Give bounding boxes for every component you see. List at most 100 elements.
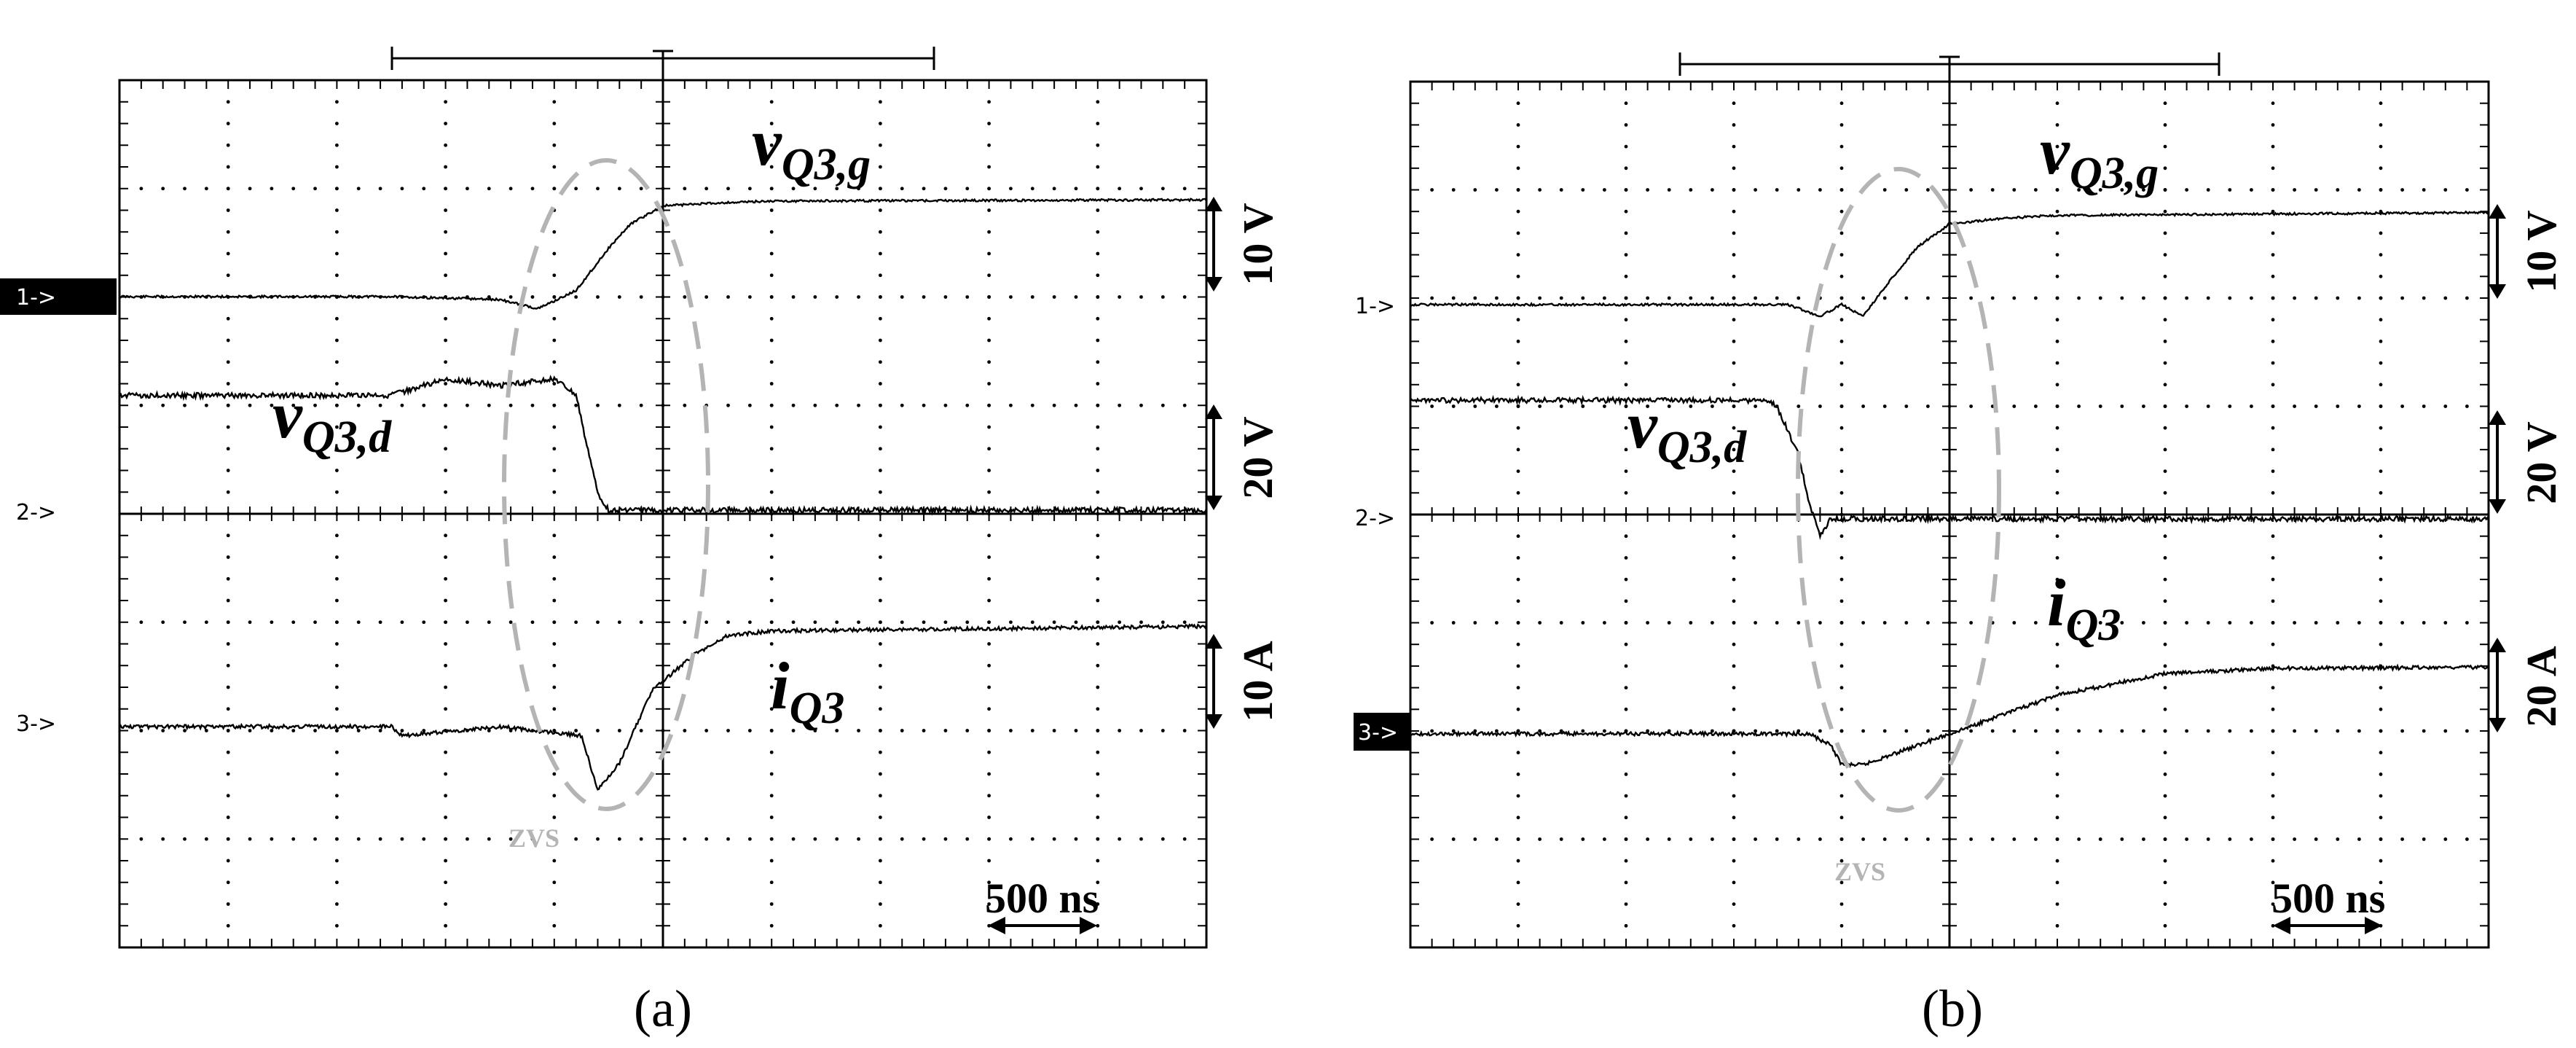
grid-dot <box>747 620 752 625</box>
grid-dot <box>1096 555 1100 559</box>
grid-dot <box>879 533 882 538</box>
grid-dot <box>552 122 557 125</box>
grid-dot <box>1732 859 1736 863</box>
grid-dot <box>183 187 186 191</box>
grid-dot <box>726 620 730 625</box>
grid-dot <box>922 729 926 732</box>
grid-dot <box>1495 404 1499 408</box>
grid-dot <box>1473 404 1477 408</box>
grid-dot <box>879 837 882 841</box>
grid-dot <box>1139 729 1143 732</box>
grid-dot <box>1516 274 1520 278</box>
grid-dot <box>1624 404 1628 408</box>
grid-dot <box>291 620 296 625</box>
grid-dot <box>1882 621 1887 625</box>
grid-dot <box>2185 404 2189 408</box>
grid-dot <box>2055 101 2059 106</box>
grid-dot <box>1139 295 1143 299</box>
grid-dot <box>226 316 230 321</box>
grid-dot <box>2055 707 2059 711</box>
grid-dot <box>2163 773 2167 776</box>
grid-dot <box>1969 188 1974 192</box>
grid-dot <box>769 620 774 625</box>
grid-dot <box>552 165 557 169</box>
grid-dot <box>1732 144 1736 149</box>
grid-dot <box>335 902 339 906</box>
grid-dot <box>1096 273 1100 278</box>
grid-dot <box>552 837 557 841</box>
grid-dot <box>226 859 230 863</box>
grid-dot <box>769 143 774 147</box>
grid-dot <box>335 707 339 711</box>
grid-dot <box>335 642 339 646</box>
grid-dot <box>400 187 404 191</box>
panel-a-zvs-label: ZVS <box>508 824 559 853</box>
grid-dot <box>2465 296 2469 300</box>
grid-dot <box>466 837 469 841</box>
grid-dot <box>574 403 578 407</box>
grid-dot <box>1624 556 1628 560</box>
grid-dot <box>879 729 882 732</box>
grid-dot <box>2271 426 2275 430</box>
grid-dot <box>2271 340 2275 343</box>
grid-dot <box>1839 577 1844 582</box>
grid-dot <box>183 620 186 625</box>
grid-dot <box>2034 621 2038 625</box>
grid-dot <box>922 620 926 625</box>
panel-b-marker-ch3: 3-> <box>1354 713 1410 751</box>
grid-dot <box>2077 296 2081 300</box>
grid-dot <box>226 555 230 559</box>
grid-dot <box>487 729 491 732</box>
grid-dot <box>226 750 230 754</box>
panel-a-scale-ch2: 20 V <box>1205 404 1281 510</box>
grid-dot <box>879 469 882 472</box>
grid-dot <box>444 230 447 234</box>
grid-dot <box>2379 794 2383 798</box>
grid-dot <box>2293 404 2297 408</box>
grid-dot <box>508 837 513 841</box>
grid-dot <box>1732 923 1736 928</box>
grid-dot <box>2120 621 2124 625</box>
grid-dot <box>466 620 469 625</box>
grid-dot <box>2034 837 2038 841</box>
grid-dot <box>2271 123 2275 127</box>
grid-dot <box>444 316 447 321</box>
grid-dot <box>1904 404 1909 408</box>
grid-dot <box>1118 187 1122 191</box>
grid-dot <box>987 403 991 407</box>
grid-dot <box>2293 188 2297 192</box>
grid-dot <box>2271 729 2275 733</box>
grid-dot <box>1516 773 1520 776</box>
grid-dot <box>2055 274 2059 278</box>
grid-dot <box>1096 642 1100 646</box>
grid-dot <box>835 620 839 625</box>
grid-dot <box>335 165 339 169</box>
grid-dot <box>204 403 208 407</box>
grid-dot <box>2400 729 2405 733</box>
grid-dot <box>2163 902 2167 906</box>
grid-dot <box>444 490 447 494</box>
grid-dot <box>530 620 535 625</box>
grid-dot <box>2055 664 2059 668</box>
grid-dot <box>1646 621 1650 625</box>
grid-dot <box>1030 620 1034 625</box>
grid-dot <box>574 620 578 625</box>
grid-dot <box>422 187 426 191</box>
grid-dot <box>769 642 774 646</box>
panel-a-gate-label: vQ3,g <box>752 105 871 189</box>
grid-dot <box>2034 404 2038 408</box>
grid-dot <box>791 837 796 841</box>
grid-dot <box>2163 101 2167 106</box>
grid-dot <box>2120 837 2124 841</box>
grid-dot <box>769 923 774 928</box>
grid-dot <box>1139 837 1143 841</box>
grid-dot <box>2055 556 2059 560</box>
grid-dot <box>1646 188 1650 192</box>
grid-dot <box>747 729 752 732</box>
grid-dot <box>813 837 817 841</box>
grid-dot <box>1430 837 1434 841</box>
grid-dot <box>1732 426 1736 430</box>
grid-dot <box>987 902 991 906</box>
grid-dot <box>1516 318 1520 322</box>
